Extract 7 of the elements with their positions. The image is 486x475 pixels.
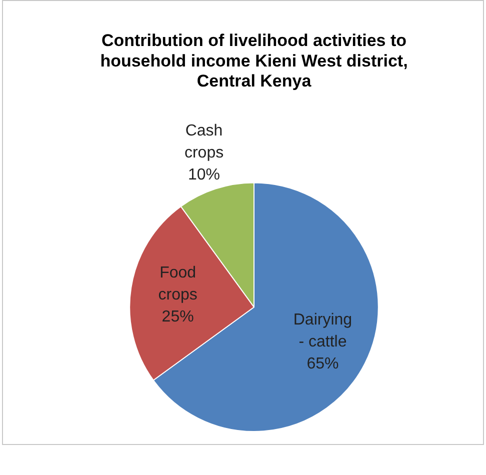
slice-label: Dairying - cattle xyxy=(293,312,352,351)
data-label: 25% xyxy=(162,308,194,326)
data-label: 10% xyxy=(188,166,220,184)
data-label: 65% xyxy=(306,356,339,373)
slice-label: Food crops xyxy=(158,264,198,304)
chart-title: Contribution of livelihood activities to household income Kieni West district, Central Kenya xyxy=(100,30,408,91)
slice-label: Cash crops xyxy=(184,122,224,162)
